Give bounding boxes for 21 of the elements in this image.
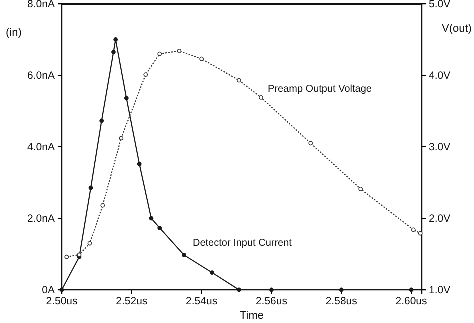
y-tick-label: 6.0nA [28, 70, 55, 82]
x-tick-label: 2.50us [46, 295, 78, 308]
x-tick-label: 2.58us [326, 295, 358, 308]
y2-axis-title: V(out) [442, 23, 472, 35]
annotation: Preamp Output Voltage [268, 84, 372, 95]
y2-tick-label: 2.0V [429, 212, 451, 225]
y2-tick-label: 4.0V [429, 70, 451, 82]
x-tick-label: 2.52us [116, 295, 148, 308]
y-tick-label: 0A [42, 284, 55, 296]
y-tick-label: 2.0nA [28, 212, 55, 225]
x-tick-label: 2.60us [396, 295, 428, 308]
x-axis-title: Time [240, 310, 264, 322]
x-tick-label: 2.56us [256, 295, 288, 308]
y2-tick-label: 3.0V [429, 141, 451, 154]
x-tick-label: 2.54us [186, 295, 218, 308]
y-tick-label: 8.0nA [28, 0, 55, 10]
y2-tick-label: 5.0V [429, 0, 451, 10]
y-tick-label: 4.0nA [28, 141, 55, 154]
y-axis-title: (in) [6, 27, 22, 39]
y2-tick-label: 1.0V [429, 284, 451, 296]
annotation: Detector Input Current [193, 238, 292, 249]
